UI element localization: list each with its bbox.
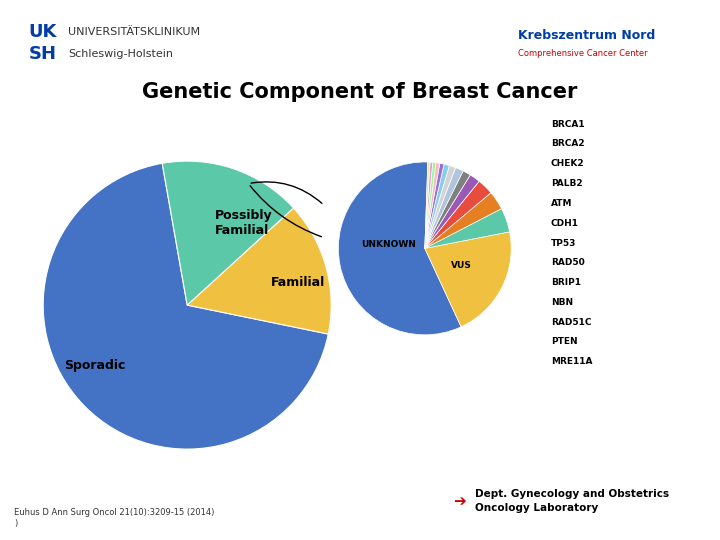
Wedge shape bbox=[425, 175, 480, 248]
Text: Sporadic: Sporadic bbox=[64, 359, 125, 372]
Text: Possibly
Familial: Possibly Familial bbox=[215, 210, 273, 237]
Wedge shape bbox=[162, 161, 294, 305]
Wedge shape bbox=[187, 208, 331, 334]
Wedge shape bbox=[425, 162, 430, 248]
Text: MRE11A: MRE11A bbox=[551, 357, 593, 366]
Text: SH: SH bbox=[29, 45, 57, 63]
Wedge shape bbox=[425, 232, 511, 327]
Text: ATM: ATM bbox=[551, 199, 572, 208]
Text: CHEK2: CHEK2 bbox=[551, 159, 585, 168]
Text: Comprehensive Cancer Center: Comprehensive Cancer Center bbox=[518, 50, 648, 58]
Text: Genetic Component of Breast Cancer: Genetic Component of Breast Cancer bbox=[143, 82, 577, 102]
Text: TP53: TP53 bbox=[551, 239, 576, 247]
Text: RAD50: RAD50 bbox=[551, 258, 585, 267]
Text: PALB2: PALB2 bbox=[551, 179, 582, 188]
Text: NBN: NBN bbox=[551, 298, 573, 307]
Wedge shape bbox=[425, 167, 463, 248]
Text: BRIP1: BRIP1 bbox=[551, 278, 581, 287]
Text: Krebszentrum Nord: Krebszentrum Nord bbox=[518, 29, 656, 42]
Text: UK: UK bbox=[29, 23, 57, 42]
Text: UNIVERSITÄTSKLINIKUM: UNIVERSITÄTSKLINIKUM bbox=[68, 28, 201, 37]
Text: BRCA1: BRCA1 bbox=[551, 120, 585, 129]
Text: BRCA2: BRCA2 bbox=[551, 139, 585, 148]
Text: CDH1: CDH1 bbox=[551, 219, 579, 228]
Wedge shape bbox=[425, 193, 502, 248]
Wedge shape bbox=[425, 171, 470, 248]
Text: ➔: ➔ bbox=[454, 495, 467, 510]
Text: Euhus D Ann Surg Oncol 21(10):3209-15 (2014): Euhus D Ann Surg Oncol 21(10):3209-15 (2… bbox=[14, 508, 215, 517]
Text: UNKNOWN: UNKNOWN bbox=[361, 240, 416, 248]
Text: ): ) bbox=[14, 519, 18, 529]
Wedge shape bbox=[338, 162, 461, 335]
Wedge shape bbox=[425, 166, 456, 248]
Text: Familial: Familial bbox=[271, 275, 325, 289]
Text: VUS: VUS bbox=[451, 261, 472, 270]
Text: Dept. Gynecology and Obstetrics
Oncology Laboratory: Dept. Gynecology and Obstetrics Oncology… bbox=[475, 489, 670, 513]
Wedge shape bbox=[425, 208, 510, 248]
Wedge shape bbox=[43, 163, 328, 449]
Wedge shape bbox=[425, 164, 449, 248]
Text: Schleswig-Holstein: Schleswig-Holstein bbox=[68, 49, 174, 59]
Wedge shape bbox=[425, 163, 444, 248]
Wedge shape bbox=[425, 163, 440, 248]
Wedge shape bbox=[425, 162, 433, 248]
Wedge shape bbox=[425, 181, 491, 248]
Text: PTEN: PTEN bbox=[551, 338, 577, 347]
Wedge shape bbox=[425, 163, 436, 248]
Text: RAD51C: RAD51C bbox=[551, 318, 591, 327]
